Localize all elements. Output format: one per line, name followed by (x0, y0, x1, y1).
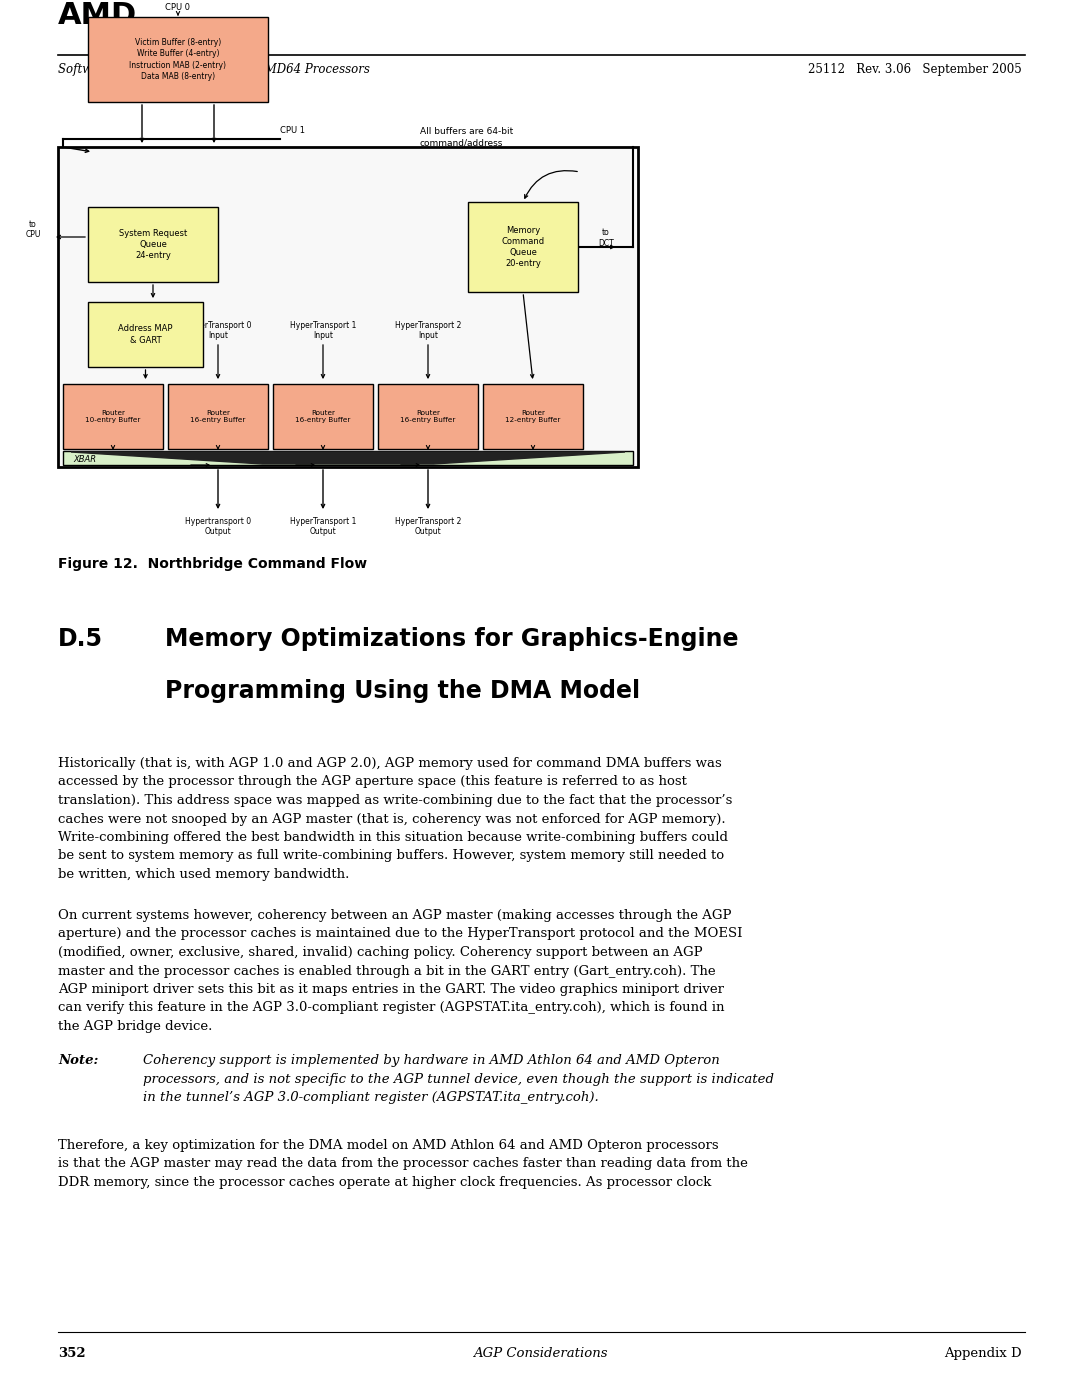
Text: Historically (that is, with AGP 1.0 and AGP 2.0), AGP memory used for command DM: Historically (that is, with AGP 1.0 and … (58, 757, 732, 882)
Text: System Request
Queue
24-entry: System Request Queue 24-entry (119, 229, 187, 260)
Text: CPU 1: CPU 1 (280, 126, 305, 136)
Polygon shape (71, 453, 625, 464)
Bar (378, 384, 478, 448)
Text: Note:: Note: (58, 1053, 98, 1067)
Text: to
DCT: to DCT (598, 228, 613, 247)
Text: HyperTransport 2
Input: HyperTransport 2 Input (395, 320, 461, 339)
Bar (168, 384, 268, 448)
Bar (273, 384, 373, 448)
Text: Router
12-entry Buffer: Router 12-entry Buffer (505, 409, 561, 423)
Text: Memory
Command
Queue
20-entry: Memory Command Queue 20-entry (501, 226, 544, 268)
Text: Programming Using the DMA Model: Programming Using the DMA Model (165, 679, 640, 703)
Text: HyperTransport 0
Input: HyperTransport 0 Input (185, 320, 252, 339)
Bar (87, 17, 268, 102)
Text: Hypertransport 0
Output: Hypertransport 0 Output (185, 517, 251, 536)
Text: On current systems however, coherency between an AGP master (making accesses thr: On current systems however, coherency be… (58, 909, 743, 1032)
Text: Router
16-entry Buffer: Router 16-entry Buffer (401, 409, 456, 423)
Text: CPU 0: CPU 0 (165, 3, 190, 13)
Text: Therefore, a key optimization for the DMA model on AMD Athlon 64 and AMD Opteron: Therefore, a key optimization for the DM… (58, 1139, 747, 1189)
Bar (87, 207, 218, 282)
Bar (483, 384, 583, 448)
Text: 352: 352 (58, 1347, 85, 1361)
Text: AGP Considerations: AGP Considerations (473, 1347, 607, 1361)
Text: Appendix D: Appendix D (944, 1347, 1022, 1361)
Text: Software Optimization Guide for AMD64 Processors: Software Optimization Guide for AMD64 Pr… (58, 63, 369, 75)
Bar (58, 147, 638, 467)
Text: D.5: D.5 (58, 627, 103, 651)
Text: to
CPU: to CPU (25, 219, 41, 239)
Text: Address MAP
& GART: Address MAP & GART (118, 324, 173, 345)
Text: Router
16-entry Buffer: Router 16-entry Buffer (190, 409, 245, 423)
Text: Victim Buffer (8-entry)
Write Buffer (4-entry)
Instruction MAB (2-entry)
Data MA: Victim Buffer (8-entry) Write Buffer (4-… (130, 38, 227, 81)
Bar (63, 451, 633, 465)
Text: Coherency support is implemented by hardware in AMD Athlon 64 and AMD Opteron
pr: Coherency support is implemented by hard… (143, 1053, 774, 1104)
Text: Figure 12.  Northbridge Command Flow: Figure 12. Northbridge Command Flow (58, 557, 367, 571)
Text: 25112   Rev. 3.06   September 2005: 25112 Rev. 3.06 September 2005 (808, 63, 1022, 75)
Text: Router
10-entry Buffer: Router 10-entry Buffer (85, 409, 140, 423)
Bar (63, 384, 163, 448)
Text: XBAR: XBAR (73, 455, 96, 464)
Text: All buffers are 64-bit
command/address: All buffers are 64-bit command/address (420, 127, 513, 147)
Text: HyperTransport 2
Output: HyperTransport 2 Output (395, 517, 461, 536)
Text: Router
16-entry Buffer: Router 16-entry Buffer (295, 409, 351, 423)
Text: HyperTransport 1
Output: HyperTransport 1 Output (289, 517, 356, 536)
Text: AMD: AMD (58, 1, 137, 29)
Text: HyperTransport 1
Input: HyperTransport 1 Input (289, 320, 356, 339)
Text: Memory Optimizations for Graphics-Engine: Memory Optimizations for Graphics-Engine (165, 627, 739, 651)
Bar (87, 302, 203, 367)
Bar (468, 203, 578, 292)
